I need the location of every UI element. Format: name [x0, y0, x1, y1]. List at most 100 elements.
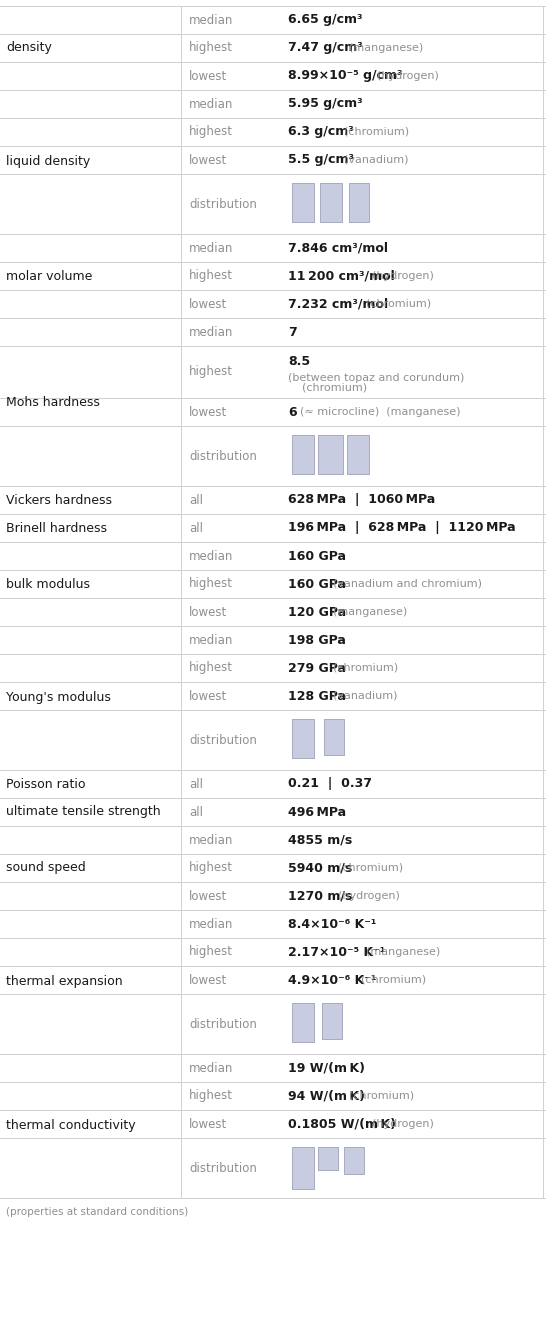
Text: (chromium): (chromium): [333, 663, 398, 673]
Text: distribution: distribution: [189, 197, 257, 210]
Text: 279 GPa: 279 GPa: [288, 662, 346, 675]
Text: 2.17×10⁻⁵ K⁻¹: 2.17×10⁻⁵ K⁻¹: [288, 946, 385, 958]
Bar: [292, 718, 314, 758]
Text: 1270 m/s: 1270 m/s: [288, 889, 352, 902]
Text: median: median: [189, 325, 233, 339]
Text: (hydrogen): (hydrogen): [372, 1119, 434, 1129]
Text: highest: highest: [189, 861, 233, 875]
Text: lowest: lowest: [189, 406, 227, 418]
Bar: [292, 1003, 314, 1041]
Text: 5.95 g/cm³: 5.95 g/cm³: [288, 98, 363, 111]
Text: (vanadium and chromium): (vanadium and chromium): [333, 579, 482, 589]
Text: 196 MPa  |  628 MPa  |  1120 MPa: 196 MPa | 628 MPa | 1120 MPa: [288, 521, 515, 534]
Bar: [292, 1147, 314, 1189]
Text: (manganese): (manganese): [349, 44, 424, 53]
Text: Vickers hardness: Vickers hardness: [6, 493, 112, 507]
Text: lowest: lowest: [189, 689, 227, 703]
Bar: [292, 183, 314, 222]
Text: median: median: [189, 634, 233, 647]
Text: highest: highest: [189, 41, 233, 54]
Text: median: median: [189, 1061, 233, 1074]
Text: highest: highest: [189, 126, 233, 139]
Text: (hydrogen): (hydrogen): [372, 271, 434, 280]
Text: thermal conductivity: thermal conductivity: [6, 1119, 135, 1132]
Text: (manganese): (manganese): [333, 607, 407, 617]
Text: (chromium): (chromium): [349, 1091, 414, 1101]
Text: distribution: distribution: [189, 733, 257, 746]
Text: median: median: [189, 917, 233, 930]
Text: highest: highest: [189, 1090, 233, 1102]
Text: lowest: lowest: [189, 1118, 227, 1130]
Text: 8.5: 8.5: [288, 355, 310, 368]
Text: 7.846 cm³/mol: 7.846 cm³/mol: [288, 242, 388, 254]
Text: 5940 m/s: 5940 m/s: [288, 861, 352, 875]
Text: thermal expansion: thermal expansion: [6, 975, 123, 988]
Text: ultimate tensile strength: ultimate tensile strength: [6, 806, 161, 819]
Text: 7.232 cm³/mol: 7.232 cm³/mol: [288, 298, 388, 311]
Text: median: median: [189, 833, 233, 847]
Text: (≈ microcline)  (manganese): (≈ microcline) (manganese): [300, 407, 460, 417]
Bar: [318, 435, 343, 474]
Bar: [292, 435, 314, 474]
Text: all: all: [189, 778, 203, 791]
Text: 11 200 cm³/mol: 11 200 cm³/mol: [288, 270, 395, 283]
Text: (chromium): (chromium): [339, 863, 403, 873]
Text: median: median: [189, 13, 233, 26]
Text: (chromium): (chromium): [366, 299, 431, 310]
Text: 0.1805 W/(m K): 0.1805 W/(m K): [288, 1118, 396, 1130]
Text: median: median: [189, 549, 233, 562]
Text: 128 GPa: 128 GPa: [288, 689, 346, 703]
Text: all: all: [189, 493, 203, 507]
Text: distribution: distribution: [189, 450, 257, 463]
Text: lowest: lowest: [189, 974, 227, 987]
Text: density: density: [6, 41, 52, 54]
Text: highest: highest: [189, 365, 233, 378]
Text: median: median: [189, 98, 233, 111]
Text: lowest: lowest: [189, 606, 227, 618]
Text: distribution: distribution: [189, 1162, 257, 1175]
Text: 6: 6: [288, 406, 296, 418]
Text: Young's modulus: Young's modulus: [6, 692, 111, 705]
Text: (manganese): (manganese): [366, 947, 441, 957]
Text: 496 MPa: 496 MPa: [288, 806, 346, 819]
Text: (between topaz and corundum): (between topaz and corundum): [288, 373, 465, 384]
Text: liquid density: liquid density: [6, 156, 90, 168]
Bar: [324, 718, 344, 754]
Text: Mohs hardness: Mohs hardness: [6, 396, 100, 409]
Bar: [349, 183, 369, 222]
Text: (chromium): (chromium): [302, 382, 367, 393]
Text: (chromium): (chromium): [360, 975, 426, 986]
Text: distribution: distribution: [189, 1017, 257, 1031]
Text: sound speed: sound speed: [6, 861, 86, 875]
Text: 8.99×10⁻⁵ g/cm³: 8.99×10⁻⁵ g/cm³: [288, 70, 402, 82]
Text: (vanadium): (vanadium): [333, 691, 397, 701]
Text: (hydrogen): (hydrogen): [339, 890, 400, 901]
Text: 198 GPa: 198 GPa: [288, 634, 346, 647]
Text: bulk modulus: bulk modulus: [6, 578, 90, 590]
Text: 4.9×10⁻⁶ K⁻¹: 4.9×10⁻⁶ K⁻¹: [288, 974, 376, 987]
Text: lowest: lowest: [189, 70, 227, 82]
Text: 5.5 g/cm³: 5.5 g/cm³: [288, 153, 354, 167]
Text: lowest: lowest: [189, 153, 227, 167]
Text: highest: highest: [189, 578, 233, 590]
Text: (vanadium): (vanadium): [344, 155, 408, 165]
Text: 8.4×10⁻⁶ K⁻¹: 8.4×10⁻⁶ K⁻¹: [288, 917, 376, 930]
Bar: [347, 435, 369, 474]
Bar: [344, 1147, 364, 1175]
Text: lowest: lowest: [189, 889, 227, 902]
Text: Brinell hardness: Brinell hardness: [6, 521, 107, 534]
Text: (properties at standard conditions): (properties at standard conditions): [6, 1207, 188, 1217]
Text: highest: highest: [189, 270, 233, 283]
Text: 628 MPa  |  1060 MPa: 628 MPa | 1060 MPa: [288, 493, 435, 507]
Text: 6.65 g/cm³: 6.65 g/cm³: [288, 13, 363, 26]
Text: median: median: [189, 242, 233, 254]
Text: (chromium): (chromium): [344, 127, 409, 138]
Text: (hydrogen): (hydrogen): [377, 71, 439, 81]
Text: highest: highest: [189, 946, 233, 958]
Text: 7.47 g/cm³: 7.47 g/cm³: [288, 41, 363, 54]
Bar: [322, 1003, 342, 1039]
Text: 19 W/(m K): 19 W/(m K): [288, 1061, 365, 1074]
Text: 7: 7: [288, 325, 296, 339]
Bar: [318, 1147, 338, 1170]
Text: 0.21  |  0.37: 0.21 | 0.37: [288, 778, 372, 791]
